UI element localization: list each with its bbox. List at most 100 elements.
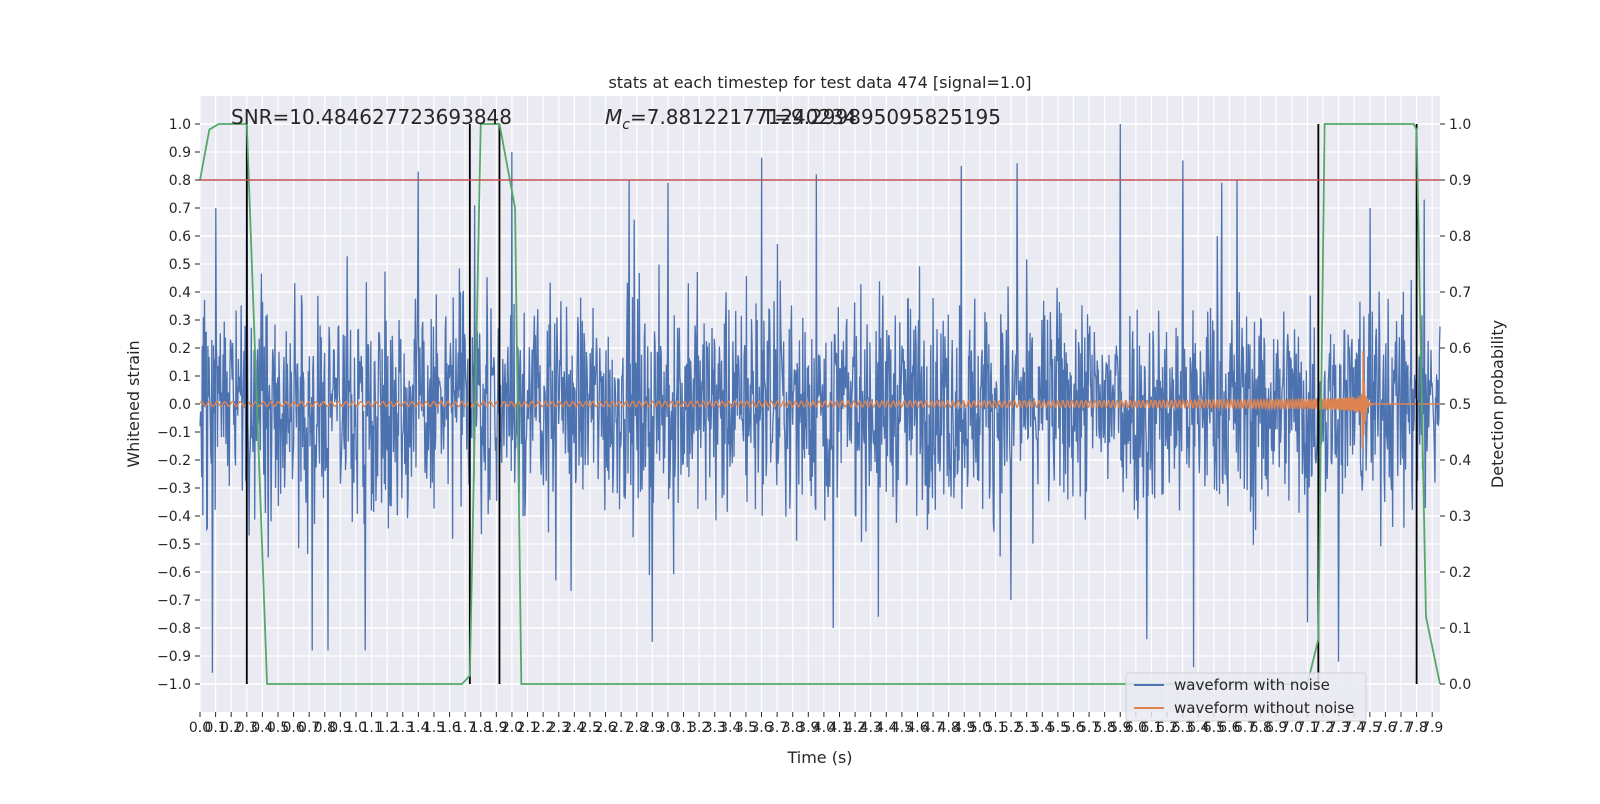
x-tick-label: 2.9 <box>641 720 663 736</box>
x-tick-label: 0.6 <box>282 720 304 736</box>
x-tick-label: 1.3 <box>392 720 414 736</box>
y-tick-label: −0.1 <box>157 425 191 441</box>
y-right-tick-label: 1.0 <box>1449 117 1471 133</box>
x-tick-label: 6.3 <box>1172 720 1194 736</box>
y-tick-label: 1.0 <box>169 117 191 133</box>
y-tick-label: −0.8 <box>157 621 191 637</box>
y-tick-label: 0.6 <box>169 229 191 245</box>
y-right-tick-label: 0.2 <box>1449 565 1471 581</box>
x-tick-label: 3.4 <box>719 720 741 736</box>
y-tick-label: 0.8 <box>169 173 191 189</box>
y-axis-label: Whitened strain <box>124 340 143 467</box>
y-tick-label: −0.2 <box>157 453 191 469</box>
x-tick-label: 6.7 <box>1234 720 1256 736</box>
x-tick-label: 0.2 <box>220 720 242 736</box>
y-tick-label: −1.0 <box>157 677 191 693</box>
x-tick-label: 5.6 <box>1062 720 1084 736</box>
x-tick-label: 4.1 <box>828 720 850 736</box>
y-tick-label: 0.1 <box>169 369 191 385</box>
y-right-tick-label: 0.0 <box>1449 677 1471 693</box>
x-tick-label: 6.9 <box>1265 720 1287 736</box>
legend: waveform with noise waveform without noi… <box>1125 672 1367 722</box>
x-tick-label: 0.7 <box>298 720 320 736</box>
x-tick-label: 1.2 <box>376 720 398 736</box>
x-tick-label: 1.8 <box>470 720 492 736</box>
x-tick-label: 1.9 <box>485 720 507 736</box>
x-tick-label: 5.0 <box>969 720 991 736</box>
x-tick-label: 4.3 <box>860 720 882 736</box>
x-tick-label: 6.5 <box>1203 720 1225 736</box>
x-tick-label: 6.8 <box>1249 720 1271 736</box>
x-tick-label: 3.8 <box>782 720 804 736</box>
x-tick-label: 0.3 <box>236 720 258 736</box>
x-tick-label: 6.6 <box>1218 720 1240 736</box>
x-tick-label: 5.2 <box>1000 720 1022 736</box>
x-tick-label: 0.4 <box>251 720 273 736</box>
x-tick-label: 5.9 <box>1109 720 1131 736</box>
x-tick-label: 5.7 <box>1078 720 1100 736</box>
x-tick-label: 3.5 <box>735 720 757 736</box>
x-tick-label: 1.7 <box>454 720 476 736</box>
y-right-tick-label: 0.3 <box>1449 509 1471 525</box>
x-tick-label: 5.8 <box>1094 720 1116 736</box>
x-tick-label: 5.5 <box>1047 720 1069 736</box>
x-tick-label: 1.5 <box>423 720 445 736</box>
x-tick-label: 2.5 <box>579 720 601 736</box>
x-tick-label: 3.2 <box>688 720 710 736</box>
x-tick-label: 6.2 <box>1156 720 1178 736</box>
x-tick-label: 2.6 <box>594 720 616 736</box>
legend-frame <box>1125 672 1367 722</box>
y-tick-label: 0.3 <box>169 313 191 329</box>
x-tick-label: 7.2 <box>1312 720 1334 736</box>
x-tick-label: 1.4 <box>407 720 429 736</box>
y-tick-label: 0.2 <box>169 341 191 357</box>
x-tick-label: 7.4 <box>1343 720 1365 736</box>
detection-probability-path <box>199 123 1441 685</box>
x-tick-label: 0.8 <box>314 720 336 736</box>
y-right-tick-label: 0.8 <box>1449 229 1471 245</box>
vertical-markers <box>245 124 1418 684</box>
waveform-without-noise-path <box>199 350 1440 449</box>
waveform-with-noise-line <box>199 123 1441 673</box>
y-right-tick-label: 0.9 <box>1449 173 1471 189</box>
x-tick-label: 6.1 <box>1140 720 1162 736</box>
x-tick-label: 3.7 <box>766 720 788 736</box>
x-tick-label: 4.2 <box>844 720 866 736</box>
x-tick-label: 0.0 <box>189 720 211 736</box>
y-tick-label: 0.0 <box>169 397 191 413</box>
y-right-tick-label: 0.5 <box>1449 397 1471 413</box>
chirp-mass-annotation: Mc=7.881221771240234 <box>605 105 857 133</box>
x-tick-label: 7.6 <box>1374 720 1396 736</box>
x-tick-label: 1.1 <box>360 720 382 736</box>
y-tick-label: 0.4 <box>169 285 191 301</box>
x-tick-label: 2.7 <box>610 720 632 736</box>
y-tick-label: 0.7 <box>169 201 191 217</box>
x-tick-label: 7.1 <box>1296 720 1318 736</box>
x-tick-label: 2.0 <box>501 720 523 736</box>
x-tick-label: 5.3 <box>1016 720 1038 736</box>
time-annotation: T=9.299895095825195 <box>761 105 1001 129</box>
x-tick-label: 2.2 <box>532 720 554 736</box>
waveform-without-noise-line <box>199 350 1440 449</box>
snr-annotation: SNR=10.484627723693848 <box>231 105 512 129</box>
x-tick-label: 2.4 <box>563 720 585 736</box>
x-tick-label: 2.3 <box>548 720 570 736</box>
y-tick-label: −0.5 <box>157 537 191 553</box>
x-axis-label: Time (s) <box>786 748 852 767</box>
x-tick-label: 7.5 <box>1359 720 1381 736</box>
x-tick-label: 5.4 <box>1031 720 1053 736</box>
x-tick-label: 0.5 <box>267 720 289 736</box>
x-tick-label: 6.4 <box>1187 720 1209 736</box>
y-right-tick-label: 0.7 <box>1449 285 1471 301</box>
y-tick-label: −0.3 <box>157 481 191 497</box>
y-right-tick-label: 0.4 <box>1449 453 1471 469</box>
x-tick-label: 7.9 <box>1421 720 1443 736</box>
x-tick-label: 3.6 <box>750 720 772 736</box>
y-tick-label: −0.7 <box>157 593 191 609</box>
y-right-tick-label: 0.6 <box>1449 341 1471 357</box>
x-tick-label: 4.7 <box>922 720 944 736</box>
y-tick-label: −0.9 <box>157 649 191 665</box>
x-tick-label: 6.0 <box>1125 720 1147 736</box>
